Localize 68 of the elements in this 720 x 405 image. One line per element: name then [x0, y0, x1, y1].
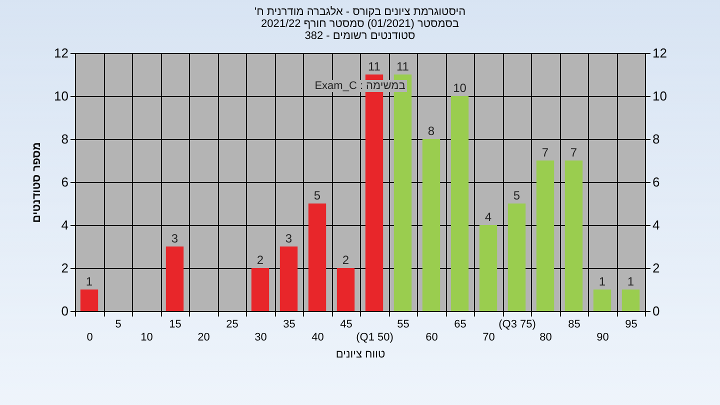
bar	[536, 160, 554, 311]
chart-title: 'היסטוגרמת ציונים בקורס - אלגברה מודרנית ח בסמסטר (01/2021) סמסטר חורף 2021/22 סטודנטים רשומים - 382	[254, 6, 466, 42]
data-label: 3	[285, 232, 292, 246]
x-tick-label: 70	[482, 332, 495, 344]
data-label: 8	[428, 124, 435, 138]
x-tick-label: 30	[254, 332, 267, 344]
y2-tick-label: 10	[652, 88, 667, 104]
x-tick-label: 45	[340, 318, 352, 330]
x-tick-label: 85	[568, 318, 580, 330]
bar	[280, 246, 298, 311]
bar	[336, 268, 355, 311]
bar	[251, 268, 270, 311]
x-tick-label: 5	[115, 318, 122, 330]
bar	[308, 204, 326, 311]
x-tick-label: 60	[426, 332, 438, 344]
x-tick-label: 80	[540, 332, 552, 344]
bar	[422, 139, 440, 311]
data-label: 3	[171, 232, 178, 246]
data-label: 7	[570, 146, 578, 160]
data-label: 11	[396, 60, 410, 74]
y2-tick-label: 0	[652, 304, 660, 318]
x-tick-label: 10	[140, 332, 153, 344]
y-tick-label: 8	[61, 132, 68, 146]
x-tick-label: (Q1 50)	[356, 332, 394, 344]
y-axis-title: מספר סטודנטים	[31, 142, 44, 223]
y-tick-label: 0	[61, 304, 68, 318]
data-label: 1	[627, 274, 634, 288]
data-label: 1	[86, 274, 93, 288]
x-tick-label: 40	[312, 332, 324, 344]
bar	[450, 96, 469, 311]
x-tick-label: 95	[625, 318, 638, 330]
bar	[166, 246, 184, 311]
data-label: 2	[342, 253, 350, 267]
y-tick-label: 12	[54, 46, 68, 60]
x-tick-label: 25	[226, 318, 238, 330]
bar	[593, 290, 612, 311]
x-tick-label: 90	[596, 332, 609, 344]
data-label: 4	[484, 210, 492, 224]
x-tick-label: 20	[198, 332, 210, 344]
y2-tick-label: 2	[652, 260, 660, 276]
x-tick-label: 55	[397, 318, 410, 330]
data-label: 10	[453, 81, 467, 95]
x-axis-title: טווח ציונים	[336, 348, 386, 360]
y-tick-label: 6	[61, 174, 68, 190]
x-tick-label: 35	[283, 318, 296, 330]
x-tick-label: (Q3 75)	[498, 318, 536, 330]
y2-tick-label: 6	[652, 174, 660, 190]
y2-tick-label: 4	[652, 218, 660, 232]
y2-tick-label: 12	[652, 46, 667, 60]
x-tick-label: 15	[169, 318, 182, 330]
bar	[622, 290, 640, 311]
y-tick-label: 10	[54, 88, 68, 104]
data-label: 2	[256, 253, 264, 267]
y2-tick-label: 8	[652, 132, 660, 146]
x-tick-label: 65	[454, 318, 466, 330]
y-tick-label: 2	[61, 260, 68, 276]
data-label: 5	[513, 188, 520, 202]
bar	[479, 225, 498, 311]
data-label: 7	[542, 146, 549, 160]
data-label: 1	[598, 274, 606, 288]
bar	[508, 204, 526, 311]
data-label: 11	[368, 60, 381, 74]
bar	[80, 290, 98, 311]
bar	[564, 160, 583, 311]
annotation: במשימה : Exam_C	[312, 80, 408, 92]
y-tick-label: 4	[61, 218, 68, 232]
data-label: 5	[314, 188, 321, 202]
x-tick-label: 0	[86, 332, 93, 344]
